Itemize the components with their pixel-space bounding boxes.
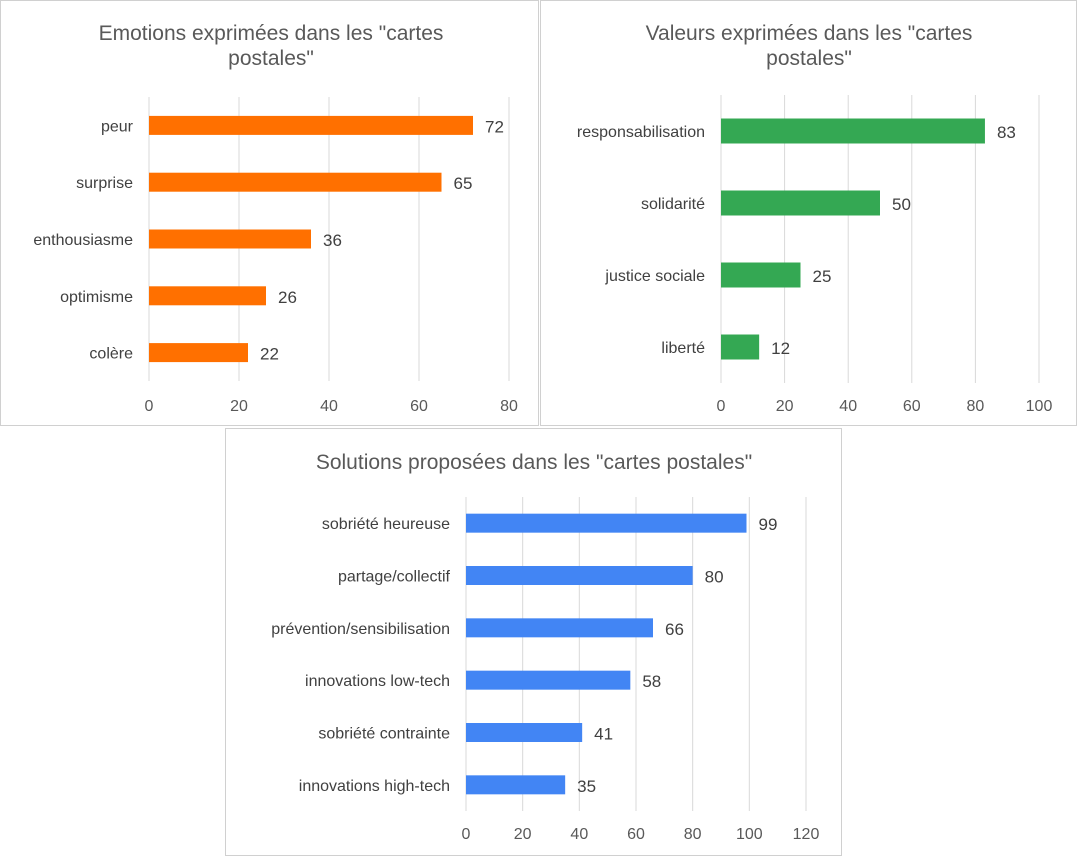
emotions-bar (149, 172, 442, 192)
chart-panel-solutions: Solutions proposées dans les "cartes pos… (225, 428, 842, 856)
valeurs-value-label: 50 (892, 195, 911, 214)
valeurs-x-tick-label: 100 (1026, 398, 1053, 415)
emotions-bar (149, 229, 311, 249)
solutions-value-label: 58 (642, 672, 661, 691)
valeurs-category-label: justice sociale (604, 268, 705, 285)
emotions-bar (149, 115, 473, 135)
valeurs-value-label: 83 (997, 123, 1016, 142)
emotions-x-tick-label: 20 (230, 398, 248, 415)
solutions-x-tick-label: 0 (462, 826, 471, 843)
emotions-category-label: optimisme (60, 289, 133, 306)
solutions-x-tick-label: 80 (684, 826, 702, 843)
solutions-category-label: prévention/sensibilisation (271, 621, 450, 638)
solutions-x-tick-label: 20 (514, 826, 532, 843)
emotions-value-label: 26 (278, 288, 297, 307)
solutions-value-label: 35 (577, 777, 596, 796)
valeurs-bar-chart: Valeurs exprimées dans les "cartes postal… (577, 22, 1053, 415)
emotions-category-label: colère (89, 346, 133, 363)
valeurs-bar (721, 334, 760, 360)
valeurs-value-label: 25 (813, 267, 832, 286)
emotions-value-label: 22 (260, 345, 279, 364)
solutions-category-label: sobriété contrainte (318, 726, 450, 743)
solutions-x-tick-label: 40 (570, 826, 588, 843)
chart-panel-valeurs: Valeurs exprimées dans les "cartes postal… (540, 0, 1077, 426)
emotions-bar (149, 286, 266, 306)
emotions-value-label: 72 (485, 117, 504, 136)
solutions-x-tick-label: 60 (627, 826, 645, 843)
valeurs-x-tick-label: 40 (839, 398, 857, 415)
valeurs-x-tick-label: 0 (717, 398, 726, 415)
solutions-value-label: 80 (705, 568, 724, 587)
emotions-bar-chart: Emotions exprimées dans les "cartes posta… (33, 22, 518, 415)
solutions-value-label: 66 (665, 620, 684, 639)
emotions-value-label: 36 (323, 231, 342, 250)
solutions-category-label: partage/collectif (338, 569, 451, 586)
emotions-x-tick-label: 60 (410, 398, 428, 415)
solutions-bar (466, 670, 631, 690)
valeurs-value-label: 12 (771, 339, 790, 358)
emotions-chart-title: Emotions exprimées dans les "cartes posta… (99, 22, 444, 70)
valeurs-category-label: solidarité (641, 196, 705, 213)
solutions-category-label: innovations low-tech (305, 673, 450, 690)
emotions-category-label: enthousiasme (33, 232, 133, 249)
emotions-x-tick-label: 80 (500, 398, 518, 415)
valeurs-bar (721, 262, 801, 288)
solutions-chart-title: Solutions proposées dans les "cartes pos… (316, 451, 752, 474)
emotions-category-label: surprise (76, 175, 133, 192)
emotions-bar (149, 343, 248, 363)
solutions-value-label: 99 (759, 515, 778, 534)
chart-panel-emotions: Emotions exprimées dans les "cartes posta… (0, 0, 539, 426)
emotions-x-tick-label: 0 (145, 398, 154, 415)
valeurs-x-tick-label: 80 (967, 398, 985, 415)
solutions-bar (466, 723, 583, 742)
emotions-x-tick-label: 40 (320, 398, 338, 415)
valeurs-x-tick-label: 20 (776, 398, 794, 415)
valeurs-bar (721, 190, 880, 216)
solutions-bar (466, 618, 653, 638)
solutions-bar (466, 775, 566, 795)
valeurs-category-label: responsabilisation (577, 124, 705, 141)
solutions-bar (466, 513, 747, 533)
valeurs-chart-title: Valeurs exprimées dans les "cartes postal… (646, 22, 973, 70)
emotions-value-label: 65 (454, 174, 473, 193)
solutions-category-label: sobriété heureuse (322, 516, 450, 533)
valeurs-x-tick-label: 60 (903, 398, 921, 415)
emotions-category-label: peur (101, 118, 134, 135)
solutions-x-tick-label: 100 (736, 826, 763, 843)
solutions-value-label: 41 (594, 725, 613, 744)
valeurs-category-label: liberté (661, 340, 705, 357)
solutions-x-tick-label: 120 (793, 826, 820, 843)
valeurs-bar (721, 118, 985, 144)
solutions-bar-chart: Solutions proposées dans les "cartes pos… (271, 451, 820, 843)
solutions-bar (466, 566, 693, 585)
solutions-category-label: innovations high-tech (299, 778, 450, 795)
